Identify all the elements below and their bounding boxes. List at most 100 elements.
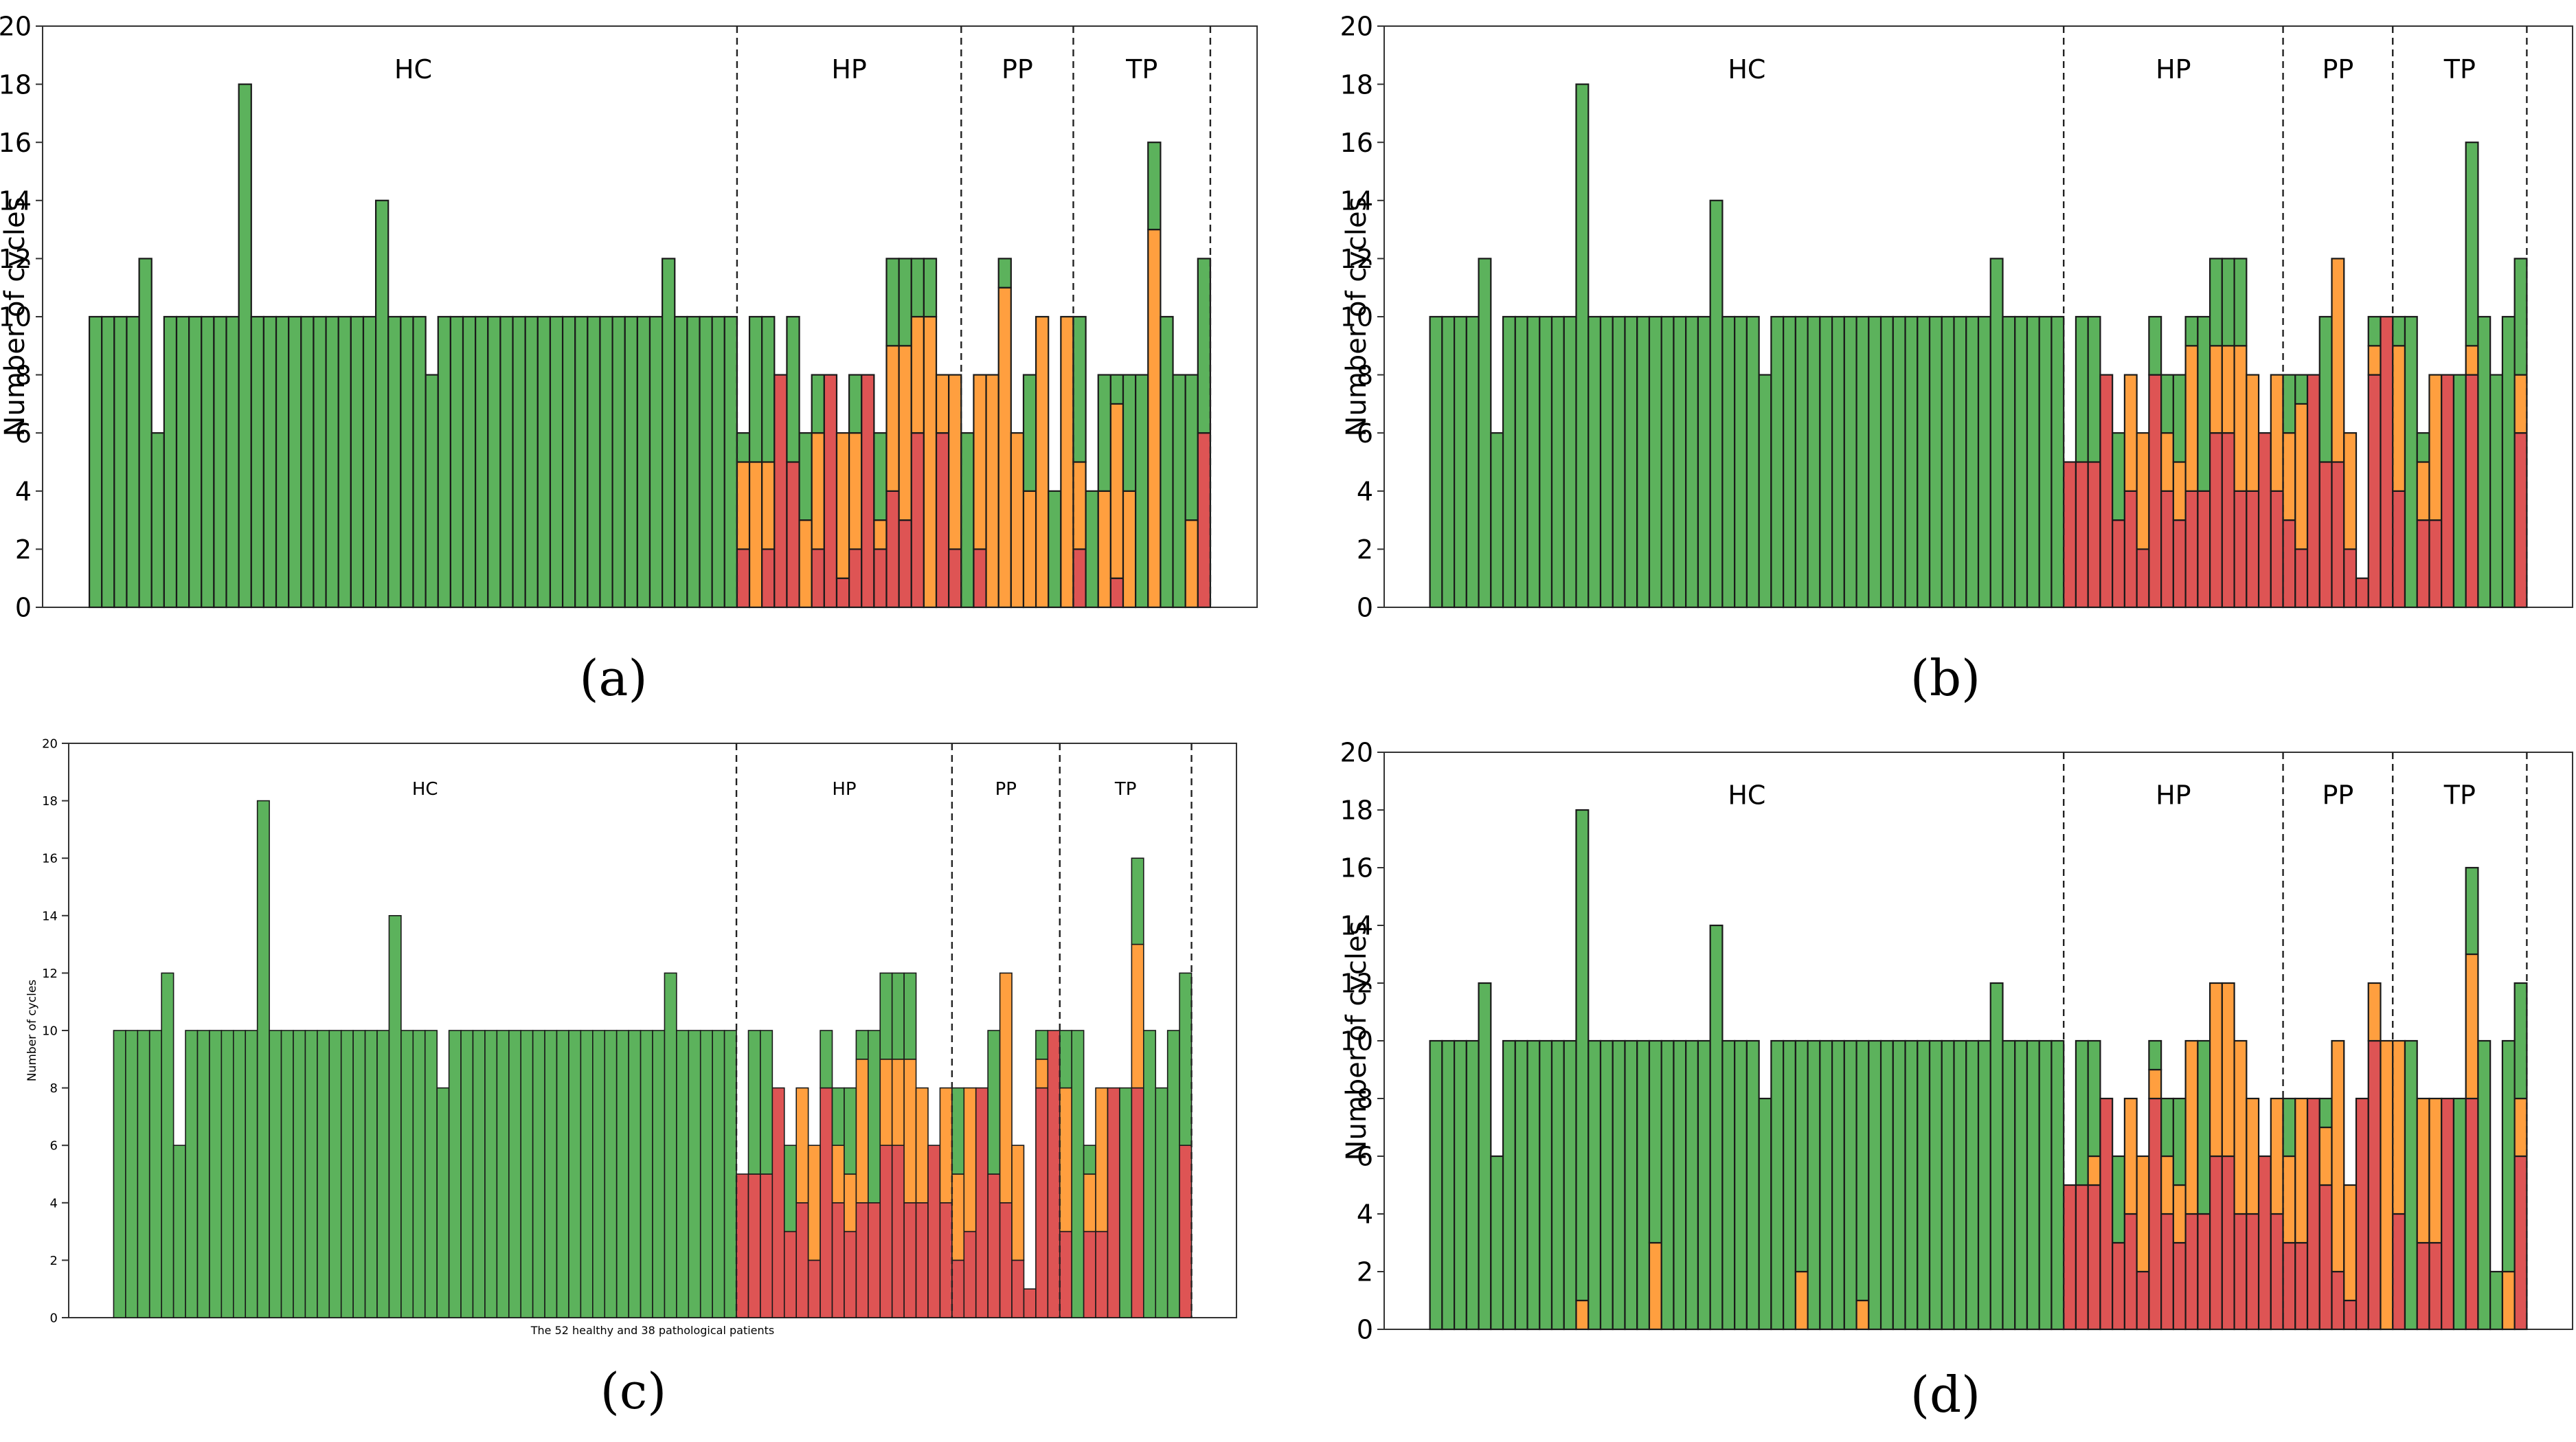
bar-green-14 [1588,1039,1602,1331]
bar-green-50 [699,315,713,609]
bar-red-56 [2099,374,2114,609]
bar-green-83 [1109,374,1125,405]
bar-green-71 [2282,1097,2296,1158]
bar-orange-54 [748,461,763,609]
bar-green-6 [150,432,165,609]
ytick-label-6: 6 [1357,1142,1373,1172]
bar-green-47 [1989,258,2004,609]
bar-green-23 [362,315,377,609]
bar-green-14 [250,315,265,609]
bar-red-68 [2246,490,2260,609]
bar-green-10 [1539,315,1553,609]
bar-green-86 [1147,142,1162,231]
bar-green-43 [1941,315,1955,609]
bar-green-37 [544,1030,558,1318]
bar-green-13 [238,83,252,609]
bar-green-38 [1879,1039,1894,1331]
ytick-label-4: 4 [1357,476,1373,506]
panel-caption: (a) [579,649,647,707]
bar-red-55 [2087,1184,2101,1331]
bar-green-6 [172,1145,186,1318]
bar-red-62 [848,548,863,609]
bar-green-37 [1868,1039,1882,1331]
bar-red-54 [2075,1184,2089,1331]
bar-green-1 [113,1030,126,1318]
bar-green-30 [449,315,464,609]
bar-green-52 [723,315,738,609]
group-label-hp: HP [2156,54,2191,85]
bar-red-53 [736,548,751,609]
bar-green-37 [1868,315,1882,609]
bar-orange-60 [2148,1068,2162,1100]
bar-green-16 [275,315,290,609]
bar-red-77 [2355,577,2369,609]
bar-red-70 [939,1202,953,1318]
bar-green-7 [185,1030,199,1318]
bar-green-30 [460,1030,474,1318]
bar-green-66 [898,258,912,347]
bar-red-67 [903,1202,917,1318]
bar-green-89 [1184,374,1199,521]
bar-red-53 [736,1173,749,1318]
bar-green-78 [2367,315,2382,347]
bar-green-44 [624,315,638,609]
ytick-label-4: 4 [50,1196,58,1210]
bar-red-78 [2367,1039,2382,1331]
bar-red-60 [820,1087,833,1318]
bar-red-90 [2513,1155,2528,1331]
panel-a: HC HP PP TP 0 2 4 6 8 10 12 14 16 18 20 Number of cycle… [0,12,1258,707]
bar-orange-67 [2233,345,2248,492]
bar-green-62 [848,374,863,434]
ytick-label-18: 18 [42,794,58,809]
bar-red-68 [915,1202,929,1318]
bar-orange-72 [963,1087,977,1232]
bar-green-39 [1892,1039,1906,1331]
bar-green-24 [1709,199,1724,609]
y-axis-label: Number of cycles [1341,197,1372,437]
bar-orange-53 [736,461,751,550]
bar-orange-83 [2428,374,2443,521]
ytick-label-14: 14 [1340,185,1373,216]
bar-red-58 [795,1202,809,1318]
bar-orange-59 [811,432,825,550]
bar-green-25 [400,1030,414,1318]
bar-green-16 [293,1030,306,1318]
bar-green-46 [1977,1039,1991,1331]
bar-green-88 [1155,1087,1168,1318]
bar-red-73 [2306,374,2320,609]
bar-green-27 [424,1030,438,1318]
bar-orange-82 [1097,490,1111,609]
bar-green-41 [592,1030,606,1318]
ytick-label-18: 18 [0,69,32,100]
bar-green-90 [2513,258,2528,376]
bar-orange-69 [935,374,950,434]
bar-orange-67 [903,1059,917,1204]
bar-red-74 [2318,461,2333,609]
bar-red-58 [2123,1213,2138,1331]
bar-orange-55 [761,461,776,550]
bar-green-7 [163,315,178,609]
bar-green-23 [1697,315,1711,609]
bar-orange-83 [1109,403,1125,579]
bar-green-55 [2087,1039,2101,1158]
bar-green-40 [574,315,589,609]
bar-red-76 [1011,1259,1025,1318]
bar-green-36 [524,315,539,609]
bar-green-52 [2050,1039,2065,1331]
bar-green-15 [1599,315,1614,609]
bar-red-63 [861,374,875,609]
group-label-hc: HC [412,779,438,800]
bar-orange-82 [2416,461,2430,521]
bar-green-64 [2197,315,2211,492]
bar-red-66 [891,1145,905,1318]
bar-green-3 [1453,315,1467,609]
bar-green-74 [2318,1097,2333,1129]
bar-orange-68 [2246,374,2260,492]
bar-green-21 [1673,315,1687,609]
bar-green-13 [1575,809,1590,1302]
bar-orange-73 [985,374,999,609]
bar-orange-66 [898,345,912,521]
ytick-label-18: 18 [1340,69,1373,100]
bar-orange-71 [2282,1155,2296,1244]
group-label-pp: PP [1002,54,1033,85]
